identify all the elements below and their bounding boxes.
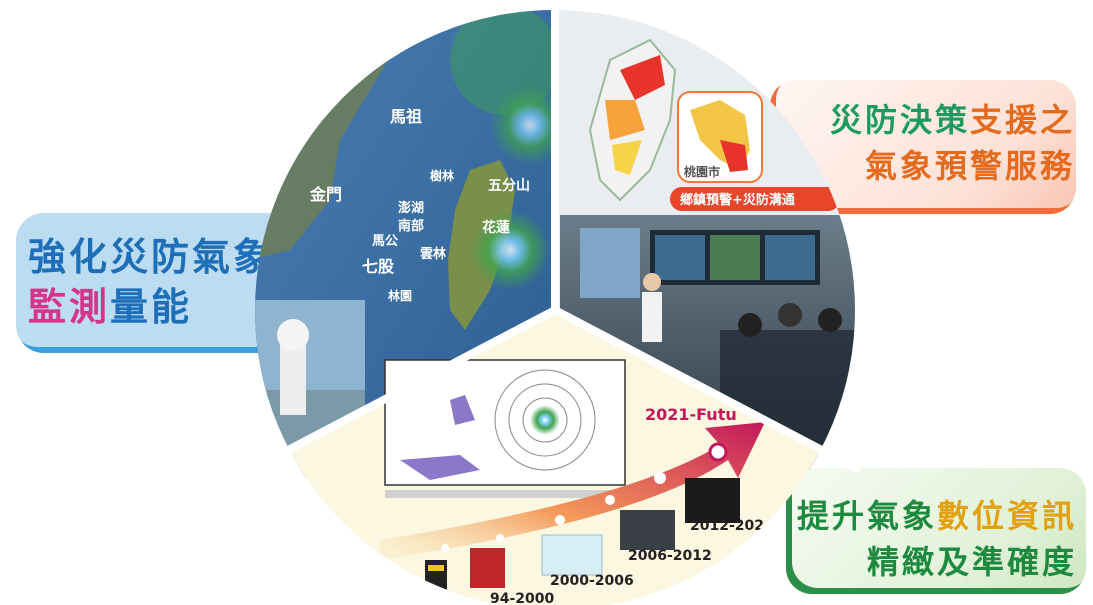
monitoring-title-line1: 強化災防氣象 (28, 235, 275, 279)
digital-info-panel (786, 468, 1086, 594)
map-label-penghu: 澎湖 (398, 200, 424, 216)
map-label-linyuan: 林園 (388, 288, 412, 303)
era-label-2000: 2000-2006 (550, 573, 634, 589)
warning-tag (670, 187, 840, 211)
digital-title-line1: 提升氣象數位資訊 (797, 500, 1077, 532)
monitoring-rest: 量能 (110, 285, 193, 329)
map-label-shulin: 樹林 (430, 168, 454, 183)
rack-2012 (620, 510, 675, 550)
map-label-magong: 馬公 (372, 234, 398, 249)
warning-title-line1: 災防決策支援之 (830, 104, 1075, 136)
map-label-qigu: 七股 (362, 257, 395, 276)
digital-highlight: 數位資訊 (936, 497, 1077, 535)
radar-tower (280, 345, 306, 415)
map-label-wufenshan: 五分山 (488, 178, 530, 194)
rack-2021 (685, 478, 740, 523)
rack-1994 (425, 560, 447, 590)
warning-highlight: 災防決策 (829, 101, 970, 139)
rack-2000 (470, 548, 505, 588)
era-label-2021: 2021-Futu (645, 405, 737, 424)
city-label: 桃園市 (684, 164, 720, 179)
era-label-2006: 2006-2012 (628, 548, 712, 564)
typhoon-echo (470, 210, 550, 290)
monitoring-title-line2: 監測量能 (28, 288, 192, 326)
map-label-matsu: 馬祖 (390, 107, 422, 126)
growth-arrow (380, 422, 765, 560)
digital-title-line2: 精緻及準確度 (866, 543, 1077, 581)
warning-rest: 支援之 (969, 101, 1075, 139)
monitoring-highlight: 監測 (28, 285, 111, 329)
map-label-nanbu: 南部 (398, 218, 424, 234)
infographic-circle: 馬祖 金門 澎湖 南部 馬公 七股 雲林 林園 樹林 花蓮 五分山 桃園市 鄉鎮… (250, 0, 860, 605)
map-label-hualien: 花蓮 (482, 219, 510, 236)
divider-left (250, 306, 557, 474)
map-label-yunlin: 雲林 (420, 246, 446, 262)
rack-2006 (541, 534, 603, 576)
warning-title-line2: 氣象預警服務 (864, 147, 1075, 185)
map-label-kinmen: 金門 (309, 185, 342, 204)
era-label-1994: 94-2000 (490, 591, 555, 605)
divider-right (553, 306, 860, 474)
era-label-2012: 2012-202 (690, 518, 764, 534)
warning-tag-label: 鄉鎮預警+災防溝通 (680, 192, 795, 208)
digital-lead: 提升氣象 (796, 497, 937, 535)
